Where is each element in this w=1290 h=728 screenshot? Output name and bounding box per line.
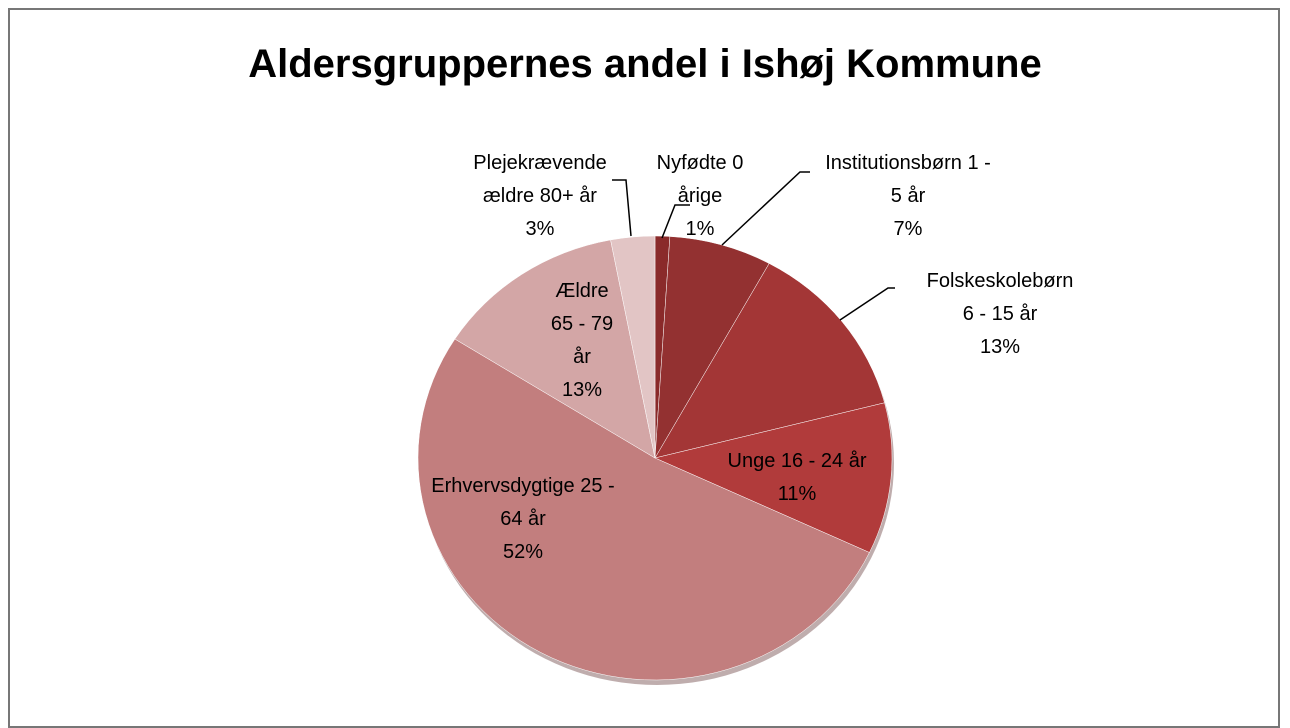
- data-label: Nyfødte 0 årige 1%: [645, 147, 755, 246]
- category-label: Erhvervsdygtige 25 - 64 år: [431, 475, 615, 530]
- leader-line: [839, 287, 895, 321]
- percent-label: 11%: [777, 483, 817, 505]
- leader-line: [661, 204, 690, 239]
- pie-slice: [454, 239, 656, 459]
- data-label: Ældre 65 - 79 år 13%: [545, 275, 620, 407]
- percent-label: 1%: [685, 218, 715, 240]
- category-label: Institutionsbørn 1 - 5 år: [825, 152, 991, 207]
- percent-label: 52%: [502, 541, 544, 563]
- pie-slice: [654, 402, 893, 553]
- data-label: Plejekrævende ældre 80+ år 3%: [465, 147, 615, 246]
- chart-title: Aldersgruppernes andel i Ishøj Kommune: [248, 42, 1042, 86]
- percent-label: 13%: [561, 379, 603, 401]
- category-label: Plejekrævende ældre 80+ år: [473, 152, 607, 207]
- pie: [417, 235, 893, 681]
- category-label: Unge 16 - 24 år: [727, 450, 867, 472]
- category-label: Ældre 65 - 79 år: [550, 280, 614, 368]
- pie-slice: [610, 235, 656, 459]
- pie-slice: [654, 236, 770, 459]
- data-label: Institutionsbørn 1 - 5 år 7%: [818, 147, 998, 246]
- category-label: Folskeskolebørn 6 - 15 år: [926, 270, 1074, 325]
- data-label: Erhvervsdygtige 25 - 64 år 52%: [418, 470, 628, 569]
- data-label: Folskeskolebørn 6 - 15 år 13%: [920, 265, 1080, 364]
- percent-label: 3%: [525, 218, 555, 240]
- leader-line: [721, 171, 810, 246]
- pie-slice: [417, 338, 870, 681]
- leader-lines: [612, 171, 895, 321]
- category-label: Nyfødte 0 årige: [656, 152, 744, 207]
- percent-label: 7%: [893, 218, 923, 240]
- percent-label: 13%: [979, 336, 1021, 358]
- pie-slice: [654, 263, 885, 459]
- leader-line: [612, 179, 632, 237]
- data-label: Unge 16 - 24 år 11%: [697, 445, 897, 511]
